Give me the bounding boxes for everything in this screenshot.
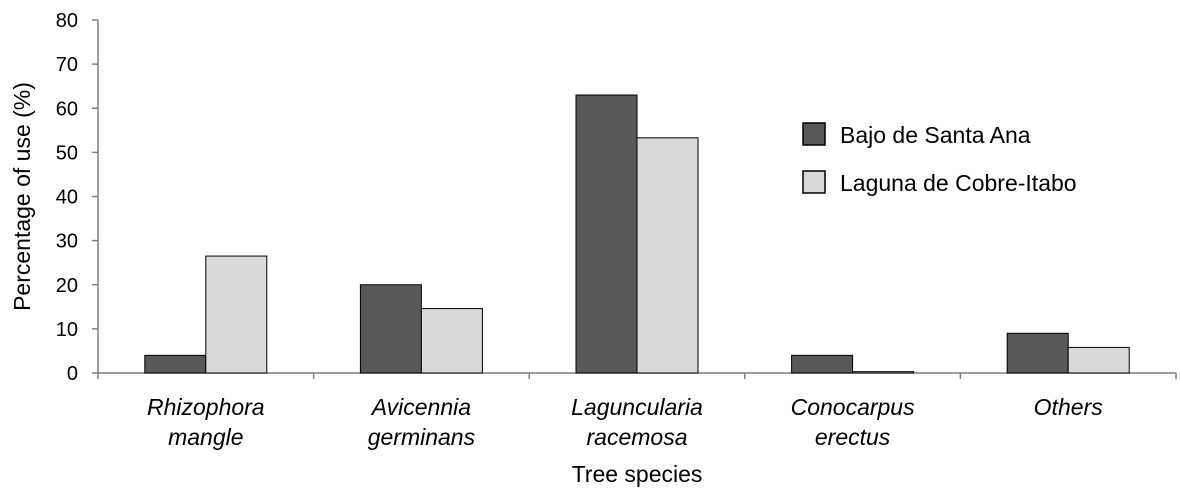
y-tick-label: 80 [56, 10, 78, 32]
bar-laguna-de-cobre-itabo [420, 308, 483, 374]
y-tick-label: 60 [56, 98, 78, 120]
y-axis-title: Percentage of use (%) [9, 82, 35, 311]
y-tick-labels: 0 10 20 30 40 50 60 70 80 [56, 10, 78, 385]
y-tick-label: 50 [56, 142, 78, 164]
y-tick-label: 0 [67, 363, 78, 385]
bar-laguna-de-cobre-itabo [205, 255, 268, 374]
legend-label: Laguna de Cobre-Itabo [840, 170, 1077, 196]
bar-bajo-de-santa-ana [359, 284, 422, 374]
legend-swatch [802, 170, 826, 194]
category-label: racemosa [587, 424, 688, 450]
y-tick-label: 30 [56, 231, 78, 253]
bar-bajo-de-santa-ana [144, 354, 207, 374]
y-tick-label: 20 [56, 275, 78, 297]
category-label: erectus [815, 424, 891, 450]
legend-swatch [802, 122, 826, 146]
bar-bajo-de-santa-ana [575, 94, 638, 374]
category-label: mangle [168, 424, 243, 450]
category-label: Laguncularia [571, 394, 703, 420]
y-tick-label: 10 [56, 319, 78, 341]
category-label: Avicennia [370, 394, 471, 420]
category-label: Conocarpus [791, 394, 916, 420]
y-tick-label: 40 [56, 187, 78, 209]
bar-bajo-de-santa-ana [1006, 332, 1069, 374]
x-axis-title: Tree species [572, 461, 703, 487]
bars [144, 94, 1130, 374]
category-label: Others [1034, 394, 1104, 420]
bar-laguna-de-cobre-itabo [1067, 346, 1130, 374]
bar-bajo-de-santa-ana [791, 354, 854, 374]
bar-laguna-de-cobre-itabo [852, 371, 915, 374]
legend-label: Bajo de Santa Ana [840, 122, 1031, 148]
bar-laguna-de-cobre-itabo [636, 137, 699, 374]
category-label: germinans [368, 424, 476, 450]
category-label: Rhizophora [147, 394, 265, 420]
category-labels: Rhizophora mangle Avicennia germinans Lagunc… [147, 394, 1103, 450]
y-tick-label: 70 [56, 54, 78, 76]
legend: Bajo de Santa Ana Laguna de Cobre-Itabo [802, 122, 1077, 196]
